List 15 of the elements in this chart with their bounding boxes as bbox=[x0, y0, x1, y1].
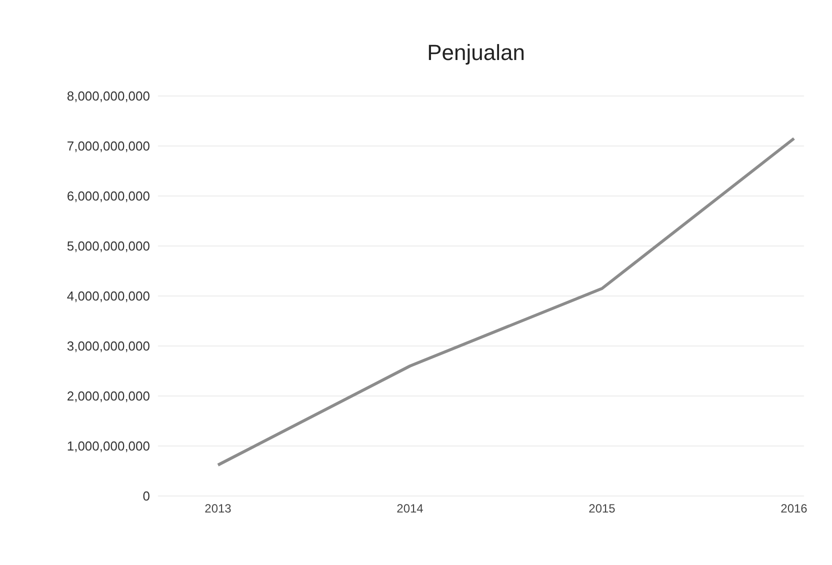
y-tick-label: 8,000,000,000 bbox=[66, 88, 150, 104]
y-tick-label: 7,000,000,000 bbox=[66, 138, 150, 154]
line-series bbox=[216, 137, 796, 466]
x-tick-label: 2015 bbox=[588, 502, 616, 516]
y-tick-label: 6,000,000,000 bbox=[66, 188, 150, 204]
y-tick-label: 0 bbox=[142, 488, 150, 504]
chart-title: Penjualan bbox=[426, 40, 526, 67]
x-tick-label: 2013 bbox=[204, 502, 232, 516]
y-tick-label: 1,000,000,000 bbox=[66, 438, 150, 454]
y-tick-label: 2,000,000,000 bbox=[66, 388, 150, 404]
x-tick-label: 2014 bbox=[396, 502, 424, 516]
y-tick-label: 5,000,000,000 bbox=[66, 238, 150, 254]
y-tick-label: 3,000,000,000 bbox=[66, 338, 150, 354]
x-tick-label: 2016 bbox=[780, 502, 808, 516]
y-tick-label: 4,000,000,000 bbox=[66, 288, 150, 304]
